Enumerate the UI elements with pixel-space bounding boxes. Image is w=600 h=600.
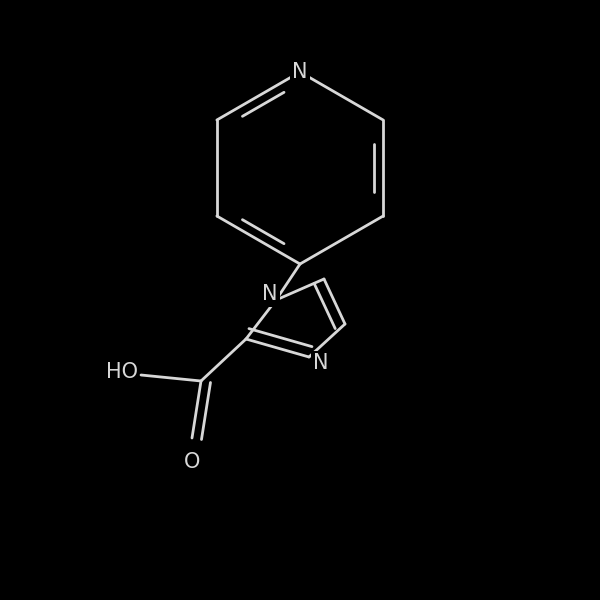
Text: HO: HO [106,362,138,382]
Text: N: N [292,62,308,82]
Text: N: N [313,353,329,373]
Text: O: O [184,452,200,472]
Text: N: N [262,284,278,304]
